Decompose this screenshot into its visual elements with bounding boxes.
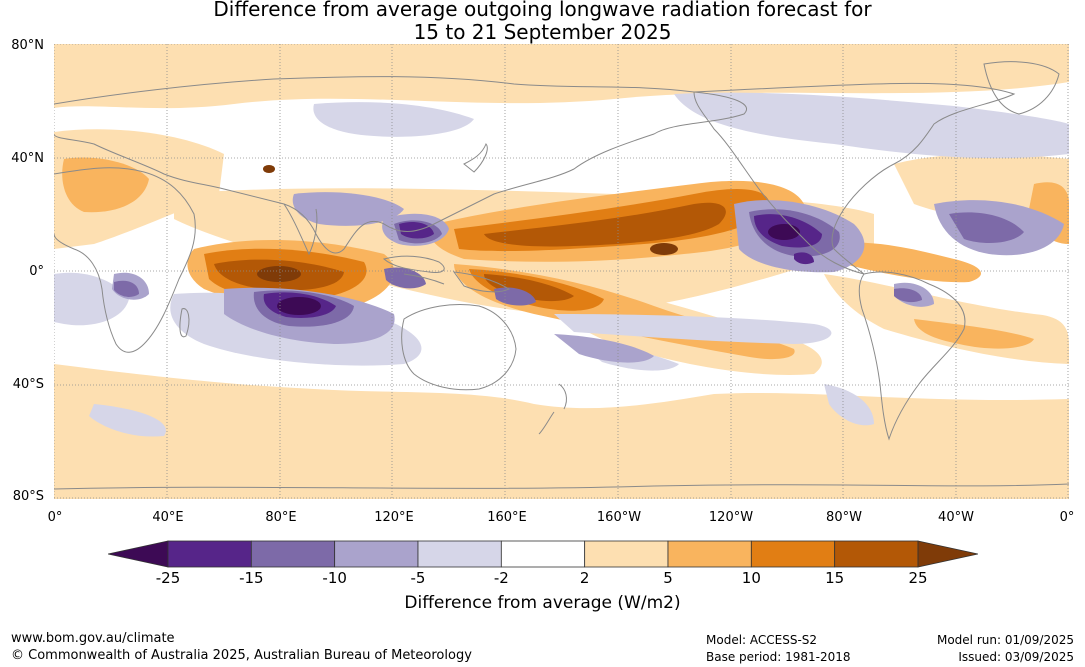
colorbar-tick-label: 15 — [825, 569, 845, 587]
footer-base-period: Base period: 1981-2018 — [706, 650, 851, 664]
footer-copyright: © Commonwealth of Australia 2025, Austra… — [11, 648, 472, 663]
colorbar-tick-label: 2 — [579, 569, 590, 587]
anomaly-over-25-areas — [257, 165, 678, 282]
lon-label-160w: 160°W — [596, 510, 642, 525]
colorbar-cells — [108, 540, 978, 568]
coastlines — [54, 61, 1069, 490]
colorbar-tick-label: 25 — [908, 569, 928, 587]
lon-label-40w: 40°W — [938, 510, 974, 525]
colorbar-tick-label: -5 — [410, 569, 426, 587]
map-title-line2: 15 to 21 September 2025 — [413, 20, 672, 44]
lat-label-40n: 40°N — [11, 151, 44, 166]
lon-label-160e: 160°E — [487, 510, 527, 525]
colorbar-tick-label: -15 — [239, 569, 264, 587]
colorbar-tick-label: 5 — [663, 569, 673, 587]
colorbar-cell — [167, 540, 252, 568]
colorbar-extend-high — [917, 540, 978, 568]
colorbar-cell — [667, 540, 752, 568]
lon-label-0-right: 0° — [1059, 510, 1075, 525]
footer-model: Model: ACCESS-S2 — [706, 633, 818, 647]
lat-label-0: 0° — [29, 264, 44, 279]
anomaly-map — [54, 44, 1069, 499]
lat-label-80n: 80°N — [11, 38, 44, 53]
footer-issued: Issued: 03/09/2025 — [958, 650, 1074, 664]
lon-label-80e: 80°E — [265, 510, 297, 525]
lat-label-40s: 40°S — [12, 377, 44, 392]
lon-label-120e: 120°E — [374, 510, 414, 525]
colorbar-tick-label: -25 — [155, 569, 181, 587]
anomaly-below-neg25-areas — [277, 224, 800, 315]
anomaly-map-canvas — [54, 44, 1069, 499]
footer-url: www.bom.gov.au/climate — [11, 631, 175, 646]
lon-label-0-left: 0° — [47, 510, 63, 525]
lon-label-40e: 40°E — [152, 510, 184, 525]
lon-label-120w: 120°W — [708, 510, 754, 525]
colorbar-title: Difference from average (W/m2) — [404, 593, 681, 613]
lon-label-80w: 80°W — [826, 510, 862, 525]
map-title-line1: Difference from average outgoing longwav… — [213, 0, 872, 21]
colorbar-cell — [334, 540, 419, 568]
colorbar-tick-label: -2 — [493, 569, 509, 587]
colorbar — [108, 540, 978, 568]
colorbar-tick-label: 10 — [741, 569, 761, 587]
colorbar-cell — [584, 540, 669, 568]
colorbar-cell — [500, 540, 586, 568]
colorbar-extend-low — [108, 540, 169, 568]
lat-label-80s: 80°S — [12, 489, 44, 504]
colorbar-cell — [750, 540, 836, 568]
graticule — [54, 44, 1069, 499]
colorbar-cell — [250, 540, 336, 568]
colorbar-cell — [834, 540, 919, 568]
footer-model-run: Model run: 01/09/2025 — [936, 633, 1074, 647]
colorbar-cell — [417, 540, 502, 568]
colorbar-tick-label: -10 — [322, 569, 347, 587]
